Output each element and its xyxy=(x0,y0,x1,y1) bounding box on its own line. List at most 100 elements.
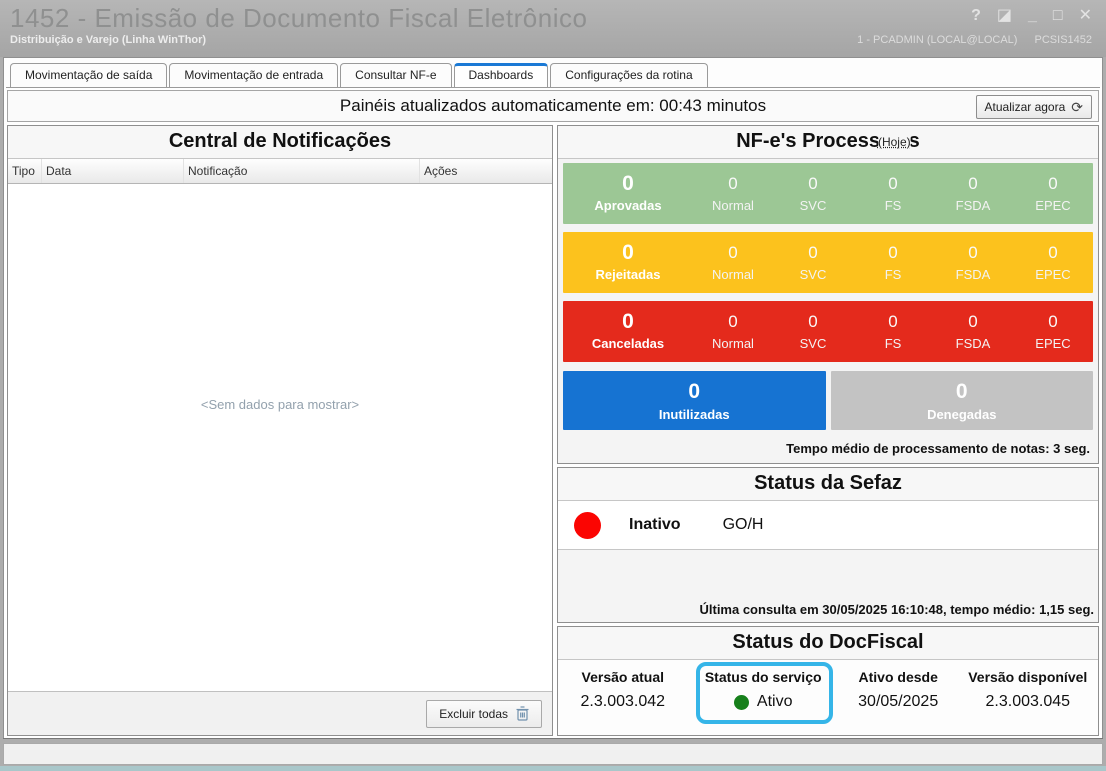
approved-epec-value: 0 xyxy=(1048,174,1058,193)
column-header-data[interactable]: Data xyxy=(42,159,184,183)
inutilizadas-value: 0 xyxy=(688,379,701,403)
help-icon[interactable]: ? xyxy=(971,7,981,24)
right-dashboard-column: NF-e's Process (Hoje) s 0 Aprovadas 0 No… xyxy=(557,125,1099,736)
cancelled-epec-label: EPEC xyxy=(1035,336,1071,351)
nfe-title-hoje-link[interactable]: (Hoje) xyxy=(877,135,911,149)
inutilizadas-label: Inutilizadas xyxy=(658,406,730,422)
cancelled-row: 0 Canceladas 0 Normal 0 SVC 0 FS xyxy=(563,301,1093,362)
rejected-svc-cell: 0 SVC xyxy=(773,243,853,282)
sefaz-status-dot-red-icon xyxy=(574,511,601,539)
rejected-fs-value: 0 xyxy=(888,243,898,262)
tab-consultar-nfe[interactable]: Consultar NF-e xyxy=(340,63,452,87)
nfe-processed-panel: NF-e's Process (Hoje) s 0 Aprovadas 0 No… xyxy=(557,125,1099,464)
refresh-bar: Painéis atualizados automaticamente em: … xyxy=(7,90,1099,122)
approved-fsda-value: 0 xyxy=(968,174,978,193)
cancelled-fs-value: 0 xyxy=(888,312,898,331)
approved-fs-value: 0 xyxy=(888,174,898,193)
rejected-svc-label: SVC xyxy=(799,267,827,282)
nfe-panel-title: NF-e's Process (Hoje) s xyxy=(558,126,1098,159)
approved-fsda-cell: 0 FSDA xyxy=(933,174,1013,213)
notifications-panel: Central de Notificações Tipo Data Notifi… xyxy=(7,125,553,736)
window-bottom-edge xyxy=(0,766,1106,771)
sefaz-status-panel: Status da Sefaz Inativo GO/H Última cons… xyxy=(557,467,1099,623)
avg-processing-time: Tempo médio de processamento de notas: 3… xyxy=(786,441,1090,456)
tab-dashboards[interactable]: Dashboards xyxy=(453,63,549,87)
delete-all-label: Excluir todas xyxy=(439,706,508,721)
column-header-tipo[interactable]: Tipo xyxy=(8,159,42,183)
cancelled-epec-value: 0 xyxy=(1048,312,1058,331)
rejected-svc-value: 0 xyxy=(808,243,818,262)
user-info: 1 - PCADMIN (LOCAL@LOCAL) PCSIS1452 xyxy=(843,34,1096,46)
window-subtitle: Distribuição e Varejo (Linha WinThor) xyxy=(10,34,207,46)
rejected-total-cell: 0 Rejeitadas xyxy=(563,242,693,282)
rejected-fs-label: FS xyxy=(884,267,902,282)
title-bar: 1452 - Emissão de Documento Fiscal Eletr… xyxy=(0,0,1106,57)
inutilizadas-box: 0 Inutilizadas xyxy=(563,371,826,430)
sefaz-status-row: Inativo GO/H xyxy=(558,501,1098,550)
denegadas-value: 0 xyxy=(955,379,968,403)
refresh-now-button[interactable]: Atualizar agora ⟳ xyxy=(975,95,1092,119)
rejected-fsda-cell: 0 FSDA xyxy=(933,243,1013,282)
active-since-value: 30/05/2025 xyxy=(858,693,939,710)
docfiscal-panel-title: Status do DocFiscal xyxy=(558,627,1098,660)
rejected-epec-label: EPEC xyxy=(1035,267,1071,282)
approved-normal-cell: 0 Normal xyxy=(693,174,773,213)
cancelled-normal-cell: 0 Normal xyxy=(693,312,773,351)
nfe-title-prefix: NF-e's Process xyxy=(736,130,880,152)
denegadas-box: 0 Denegadas xyxy=(830,371,1093,430)
service-status-value: Ativo xyxy=(756,693,793,710)
cancelled-svc-label: SVC xyxy=(799,336,827,351)
maximize-icon[interactable]: □ xyxy=(1052,7,1063,24)
tab-configuracoes-rotina[interactable]: Configurações da rotina xyxy=(550,63,708,87)
available-version-header: Versão disponível xyxy=(968,669,1088,685)
current-version-value: 2.3.003.042 xyxy=(580,693,666,710)
totals-boxes-row: 0 Inutilizadas 0 Denegadas xyxy=(563,371,1093,430)
available-version-column: Versão disponível 2.3.003.045 xyxy=(958,666,1098,735)
available-version-value: 2.3.003.045 xyxy=(985,693,1071,710)
active-since-header: Ativo desde xyxy=(858,669,938,685)
docfiscal-grid: Versão atual 2.3.003.042 Status do servi… xyxy=(558,660,1098,735)
sefaz-spacer xyxy=(558,550,1098,602)
approved-svc-label: SVC xyxy=(799,198,827,213)
rejected-normal-label: Normal xyxy=(712,267,754,282)
nfe-title-suffix: s xyxy=(908,130,920,152)
auto-refresh-message: Painéis atualizados automaticamente em: … xyxy=(339,96,767,115)
minimize-icon[interactable]: _ xyxy=(1028,7,1037,24)
program-code: PCSIS1452 xyxy=(1034,34,1092,46)
column-header-acoes[interactable]: Ações xyxy=(424,164,458,178)
approved-normal-value: 0 xyxy=(728,174,738,193)
rejected-epec-cell: 0 EPEC xyxy=(1013,243,1093,282)
notifications-footer: Excluir todas xyxy=(8,691,552,735)
current-version-column: Versão atual 2.3.003.042 xyxy=(558,666,688,735)
approved-svc-value: 0 xyxy=(808,174,818,193)
sefaz-panel-title: Status da Sefaz xyxy=(558,468,1098,501)
app-frame: Movimentação de saída Movimentação de en… xyxy=(3,57,1103,738)
sefaz-status-label: Inativo xyxy=(629,516,681,533)
close-icon[interactable]: ✕ xyxy=(1078,7,1092,24)
dashboard-content: Central de Notificações Tipo Data Notifi… xyxy=(4,124,1102,738)
window-title: 1452 - Emissão de Documento Fiscal Eletr… xyxy=(10,3,588,33)
docfiscal-status-panel: Status do DocFiscal Versão atual 2.3.003… xyxy=(557,626,1099,736)
approved-row: 0 Aprovadas 0 Normal 0 SVC 0 FS xyxy=(563,163,1093,224)
cancelled-svc-value: 0 xyxy=(808,312,818,331)
cancelled-epec-cell: 0 EPEC xyxy=(1013,312,1093,351)
theme-icon[interactable]: ◪ xyxy=(996,7,1013,24)
service-status-value-row: Ativo xyxy=(688,689,839,711)
approved-fs-label: FS xyxy=(884,198,902,213)
approved-fsda-label: FSDA xyxy=(955,198,991,213)
tabstrip-underline xyxy=(6,87,1100,88)
tab-movimentacao-saida[interactable]: Movimentação de saída xyxy=(10,63,168,87)
status-bar xyxy=(3,743,1103,765)
rejected-normal-value: 0 xyxy=(728,243,738,262)
notifications-title: Central de Notificações xyxy=(8,126,552,159)
tab-movimentacao-entrada[interactable]: Movimentação de entrada xyxy=(169,63,339,87)
rejected-epec-value: 0 xyxy=(1048,243,1058,262)
denegadas-label: Denegadas xyxy=(927,406,997,422)
rejected-row: 0 Rejeitadas 0 Normal 0 SVC 0 FS xyxy=(563,232,1093,293)
cancelled-label: Canceladas xyxy=(591,336,665,351)
delete-all-button[interactable]: Excluir todas xyxy=(426,699,542,728)
rejected-fsda-value: 0 xyxy=(968,243,978,262)
approved-epec-cell: 0 EPEC xyxy=(1013,174,1093,213)
notifications-grid-header: Tipo Data Notificação Ações xyxy=(8,159,552,184)
column-header-notificacao[interactable]: Notificação xyxy=(184,159,420,183)
